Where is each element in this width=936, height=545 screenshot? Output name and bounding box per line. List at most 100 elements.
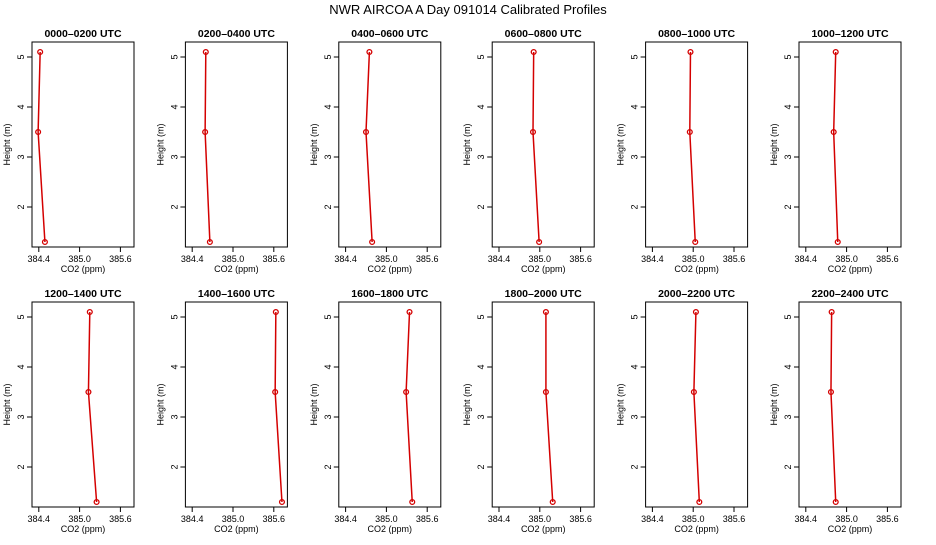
y-axis-label: Height (m) [616, 383, 626, 425]
plot-frame [798, 41, 902, 248]
plot-frame [491, 41, 595, 248]
x-tick-label: 384.4 [181, 514, 204, 524]
profile-line [204, 51, 211, 243]
data-point [536, 238, 543, 246]
data-point [690, 388, 697, 396]
data-point [37, 48, 44, 56]
data-point [403, 388, 410, 396]
plot-frame [31, 301, 135, 508]
data-point [692, 238, 699, 246]
y-axis-label: Height (m) [462, 123, 472, 165]
y-tick-label: 2 [16, 464, 26, 469]
data-point [542, 388, 549, 396]
y-tick-label: 4 [169, 364, 179, 369]
panel-title: 0800–1000 UTC [658, 28, 735, 40]
x-tick-label: 385.0 [682, 514, 705, 524]
data-point [827, 388, 835, 396]
x-tick-label: 384.4 [334, 514, 357, 524]
x-tick-label: 384.4 [28, 514, 51, 524]
x-tick-label: 385.0 [68, 514, 91, 524]
plot-frame [184, 301, 288, 508]
x-tick-label: 385.6 [723, 514, 746, 524]
profile-line [693, 311, 701, 503]
x-tick-label: 385.6 [876, 254, 899, 264]
y-tick-label: 2 [476, 204, 486, 209]
x-tick-label: 384.4 [795, 514, 818, 524]
x-tick-label: 385.0 [375, 254, 398, 264]
x-tick-label: 384.4 [641, 254, 664, 264]
data-point [202, 48, 209, 56]
panel-11: 2000–2200 UTC 384.4 385.0 385.6 2 3 4 5 CO2 (ppm… [616, 288, 749, 534]
plot-frame [798, 301, 902, 508]
panel-title: 0600–0800 UTC [505, 28, 582, 40]
x-tick-label: 384.4 [181, 254, 204, 264]
x-tick-label: 384.4 [488, 514, 511, 524]
y-tick-label: 5 [476, 54, 486, 59]
data-point [830, 128, 837, 136]
x-axis-label: CO2 (ppm) [368, 264, 413, 274]
y-tick-label: 3 [169, 414, 179, 419]
data-point [529, 128, 537, 136]
x-tick-label: 385.6 [109, 514, 132, 524]
x-tick-label: 384.4 [334, 254, 357, 264]
plot-frame [184, 41, 288, 248]
data-point [35, 128, 42, 136]
y-tick-label: 2 [630, 204, 640, 209]
x-axis-label: CO2 (ppm) [674, 264, 719, 274]
data-point [828, 308, 835, 316]
y-tick-label: 4 [323, 104, 333, 109]
panel-title: 0200–0400 UTC [198, 28, 275, 40]
y-axis-label: Height (m) [616, 123, 626, 165]
data-point [369, 238, 376, 246]
data-point [530, 48, 537, 56]
x-tick-label: 384.4 [488, 254, 511, 264]
y-tick-label: 3 [476, 154, 486, 159]
panel-12: 2200–2400 UTC 384.4 385.0 385.6 2 3 4 5 CO2 (ppm… [769, 288, 902, 534]
y-tick-label: 2 [630, 464, 640, 469]
y-tick-label: 5 [783, 54, 793, 59]
x-tick-label: 384.4 [795, 254, 818, 264]
x-tick-label: 385.6 [569, 254, 592, 264]
y-tick-label: 2 [783, 464, 793, 469]
data-point [406, 308, 413, 316]
panel-title: 1600–1800 UTC [351, 288, 428, 300]
plot-frame [645, 301, 749, 508]
x-tick-label: 385.6 [569, 514, 592, 524]
x-axis-label: CO2 (ppm) [214, 524, 259, 534]
y-axis-label: Height (m) [462, 383, 472, 425]
data-point [93, 498, 100, 506]
y-tick-label: 4 [169, 104, 179, 109]
x-tick-label: 385.0 [682, 254, 705, 264]
x-tick-label: 385.0 [375, 514, 398, 524]
x-tick-label: 385.0 [835, 254, 858, 264]
panel-title: 1400–1600 UTC [198, 288, 275, 300]
y-tick-label: 4 [783, 364, 793, 369]
panel-title: 1800–2000 UTC [505, 288, 582, 300]
data-point [687, 48, 694, 56]
data-point [409, 498, 416, 506]
data-point [362, 128, 370, 136]
data-point [542, 308, 549, 316]
data-point [86, 308, 93, 316]
plot-frame [338, 301, 442, 508]
y-tick-label: 5 [476, 314, 486, 319]
panel-4: 0600–0800 UTC 384.4 385.0 385.6 2 3 4 5 CO2 (ppm… [462, 28, 595, 274]
x-tick-label: 385.6 [876, 514, 899, 524]
y-axis-label: Height (m) [2, 383, 12, 425]
y-tick-label: 3 [323, 414, 333, 419]
y-tick-label: 5 [323, 54, 333, 59]
y-tick-label: 4 [630, 104, 640, 109]
y-tick-label: 2 [783, 204, 793, 209]
y-tick-label: 5 [16, 54, 26, 59]
x-axis-label: CO2 (ppm) [368, 524, 413, 534]
x-tick-label: 385.6 [723, 254, 746, 264]
x-tick-label: 384.4 [28, 254, 51, 264]
data-point [834, 238, 841, 246]
y-axis-label: Height (m) [769, 123, 779, 165]
y-tick-label: 3 [169, 154, 179, 159]
x-tick-label: 384.4 [641, 514, 664, 524]
x-tick-label: 385.6 [109, 254, 132, 264]
x-tick-label: 385.6 [263, 254, 286, 264]
x-tick-label: 385.0 [835, 514, 858, 524]
